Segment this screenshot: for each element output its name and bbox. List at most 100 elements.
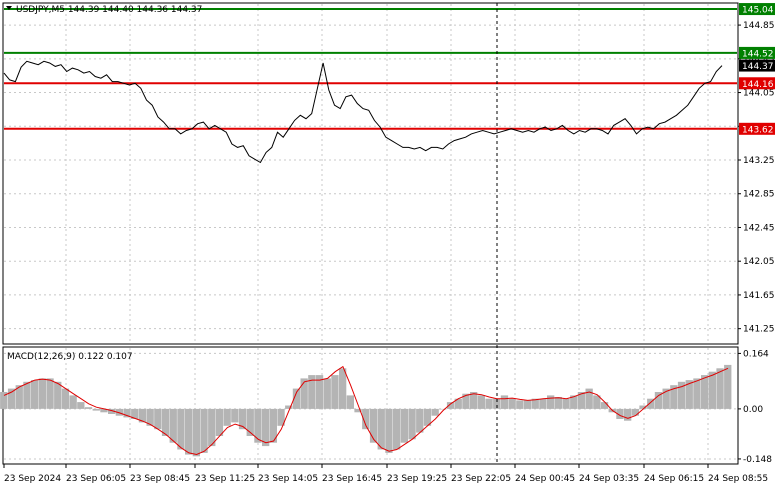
macd-histogram-bar: [300, 378, 308, 409]
macd-histogram-bar: [470, 392, 478, 409]
macd-histogram-bar: [339, 368, 347, 409]
dropdown-triangle-icon[interactable]: [6, 6, 12, 10]
macd-histogram-bar: [724, 364, 732, 409]
macd-histogram-bar: [69, 395, 77, 409]
macd-histogram-bar: [708, 371, 716, 409]
macd-histogram-bar: [377, 408, 385, 450]
macd-histogram-bar: [254, 408, 262, 443]
macd-histogram-bar: [539, 398, 547, 409]
current-price-tag: [739, 59, 775, 72]
macd-histogram-bar: [7, 388, 16, 409]
current-price-label: 144.37: [742, 62, 774, 72]
macd-histogram-bar: [269, 408, 277, 443]
macd-histogram-bar: [516, 400, 524, 409]
macd-histogram-bar: [454, 398, 462, 409]
macd-histogram-bar: [238, 408, 247, 430]
macd-histogram-bar: [685, 380, 693, 409]
macd-histogram-bar: [485, 398, 493, 409]
macd-histogram-bar: [54, 381, 62, 409]
macd-histogram-bar: [315, 375, 324, 409]
macd-histogram-bar: [446, 402, 455, 409]
level-tag-label: 143.62: [742, 125, 774, 135]
macd-histogram-bar: [647, 398, 655, 409]
macd-histogram-bar: [15, 385, 23, 409]
price-pane-frame: [2, 2, 739, 345]
macd-histogram-bar: [500, 395, 509, 409]
price-tick-label: 142.05: [743, 257, 775, 267]
time-tick-label: 23 Sep 19:25: [387, 474, 447, 484]
macd-histogram-bar: [177, 408, 185, 450]
time-tick-label: 23 Sep 16:45: [322, 474, 382, 484]
macd-histogram-bar: [493, 398, 501, 409]
macd-histogram-bar: [46, 378, 54, 409]
macd-histogram-bar: [277, 408, 285, 426]
price-pane[interactable]: 141.25 141.65 142.05 142.45 142.85 143.25 143.…: [2, 2, 775, 345]
macd-header: MACD(12,26,9) 0.122 0.107: [7, 352, 133, 362]
macd-histogram-bar: [215, 408, 224, 436]
macd-signal-path: [3, 365, 729, 456]
macd-histogram-bar: [531, 398, 539, 409]
macd-histogram-bar: [323, 378, 331, 409]
macd-histogram-bar: [562, 398, 570, 409]
macd-histogram-bar: [593, 395, 601, 409]
macd-histogram-bar: [639, 405, 647, 409]
macd-histogram-bar: [523, 400, 532, 409]
macd-histogram-bar: [346, 395, 354, 409]
macd-histogram-bar: [0, 392, 8, 409]
time-tick-label: 23 Sep 14:05: [258, 474, 318, 484]
macd-histogram-bar: [585, 388, 593, 409]
symbol-header: USDJPY,M5 144.39 144.40 144.36 144.37: [16, 5, 202, 15]
price-tick-label: 144.05: [743, 89, 775, 99]
time-tick-label: 23 Sep 06:05: [66, 474, 126, 484]
macd-histogram-bar: [423, 408, 432, 426]
macd-histogram-bar: [100, 408, 108, 413]
price-tick-label: 144.85: [743, 21, 775, 31]
macd-histogram-bar: [662, 388, 670, 409]
macd-histogram-bar: [31, 380, 39, 409]
macd-histogram-bar: [77, 402, 85, 409]
price-level-tags: 145.04 144.52 144.16 143.62 144.37: [739, 3, 775, 135]
macd-histogram-bar: [624, 408, 632, 421]
macd-histogram-bar: [385, 408, 393, 453]
macd-tick-label: -0.148: [743, 455, 772, 465]
time-tick-label: 23 Sep 08:45: [130, 474, 190, 484]
macd-histogram-bar: [716, 368, 724, 409]
macd-histogram-bar: [693, 378, 701, 409]
price-tick-label: 143.25: [743, 156, 775, 166]
macd-histogram-bar: [393, 408, 401, 450]
macd-histogram-bar: [369, 408, 378, 443]
price-tick-label: 141.65: [743, 291, 775, 301]
level-tag: [739, 3, 775, 16]
macd-histogram-bar: [161, 408, 170, 436]
macd-histogram-bar: [508, 398, 516, 409]
macd-histogram-bar: [231, 408, 239, 423]
price-tick-label: 142.45: [743, 223, 775, 233]
macd-pane[interactable]: 0.164 0.00 -0.148 MACD(12,26,9) 0.122 0.10…: [0, 346, 772, 465]
macd-histogram-bar: [308, 375, 316, 409]
time-tick-label: 23 Sep 22:05: [451, 474, 511, 484]
macd-histogram-bar: [431, 408, 439, 416]
macd-histogram-bar: [416, 408, 424, 433]
time-tick-label: 23 Sep 2024: [4, 474, 61, 484]
macd-histogram-bar: [400, 408, 408, 443]
time-axis: 23 Sep 2024 23 Sep 06:05 23 Sep 08:45 23 Se…: [3, 464, 768, 484]
macd-histogram-bar: [185, 408, 193, 455]
level-tag-label: 145.04: [742, 6, 774, 16]
level-tag-label: 144.52: [742, 49, 774, 59]
time-tick-label: 24 Sep 00:45: [515, 474, 575, 484]
price-series: [3, 60, 723, 164]
price-gridlines: [4, 4, 737, 343]
macd-histogram-bar: [246, 408, 254, 436]
macd-histogram-bar: [223, 408, 231, 426]
macd-histogram-bar: [23, 381, 31, 409]
price-tick-label: 141.25: [743, 325, 775, 335]
macd-histogram-bar: [600, 402, 609, 409]
macd-histogram-bar: [138, 408, 147, 423]
price-line: [3, 60, 723, 164]
time-tick-label: 24 Sep 06:15: [644, 474, 704, 484]
macd-histogram-bar: [123, 408, 131, 418]
macd-histogram-bar: [570, 395, 578, 409]
macd-signal-line: [3, 365, 729, 456]
macd-histogram-bar: [192, 408, 200, 457]
